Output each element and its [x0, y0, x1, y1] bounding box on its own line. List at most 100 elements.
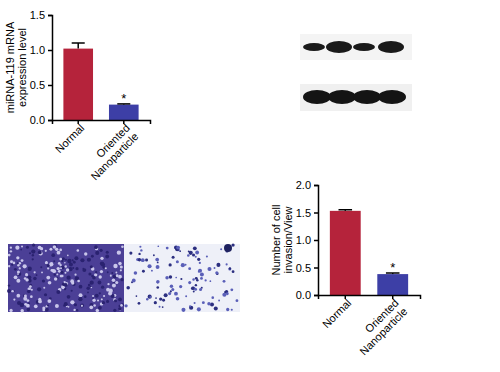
cell: [236, 299, 239, 302]
cell: [132, 279, 136, 283]
cell: [47, 299, 51, 303]
bar: [109, 105, 139, 120]
cell: [200, 272, 204, 276]
cell: [188, 250, 190, 252]
cell: [74, 256, 78, 260]
cell: [21, 246, 23, 248]
cell: [100, 257, 103, 260]
cell: [118, 275, 122, 279]
x-tick: OrientedNanoparticle: [80, 120, 141, 182]
cell: [120, 269, 122, 271]
cell: [74, 274, 76, 276]
label-line: Normal: [320, 297, 354, 331]
cell: [61, 266, 65, 270]
cell: [16, 256, 19, 259]
cell: [200, 277, 203, 280]
cell: [37, 287, 41, 291]
category-label: Normal: [53, 122, 87, 156]
cell: [33, 277, 37, 281]
cell: [88, 272, 91, 275]
cell: [111, 272, 113, 274]
blot-image: [300, 34, 412, 111]
cell: [27, 308, 31, 312]
cell: [147, 264, 151, 268]
cell: [120, 278, 123, 281]
cell: [45, 250, 47, 252]
cell: [67, 295, 71, 299]
cell: [118, 298, 122, 302]
cell: [7, 289, 11, 293]
cell: [192, 278, 194, 280]
cell: [64, 262, 66, 264]
cell: [86, 287, 90, 291]
cell: [64, 283, 68, 287]
cell: [106, 251, 109, 254]
cell: [34, 271, 36, 273]
cell: [232, 270, 235, 273]
cell: [44, 293, 47, 296]
cell: [59, 258, 62, 261]
cell: [16, 279, 20, 283]
cell: [193, 290, 195, 292]
label-line: Nanoparticle: [88, 130, 140, 182]
cell: [153, 254, 155, 256]
cell: [215, 271, 218, 274]
cell: [170, 290, 172, 292]
cell: [52, 269, 56, 273]
y-tick: 1.0: [30, 44, 52, 56]
cell: [121, 303, 124, 306]
cell: [13, 262, 16, 265]
cell: [67, 255, 69, 257]
blot-band: [326, 41, 352, 53]
cell: [16, 294, 20, 298]
x-axis: NormalOrientedNanoparticle: [53, 120, 151, 182]
cell: [107, 271, 109, 273]
cell: [165, 276, 168, 279]
cell: [99, 292, 101, 294]
cell: [10, 246, 12, 248]
cell: [79, 293, 83, 297]
cell: [59, 264, 61, 266]
cell: [21, 259, 24, 262]
cell: [105, 267, 107, 269]
error-bar: [72, 43, 85, 49]
x-tick: Normal: [320, 295, 354, 330]
cell: [113, 264, 117, 268]
label-line: expression level: [16, 28, 28, 107]
cell: [106, 300, 109, 303]
cell: [220, 248, 222, 250]
blot-band: [378, 90, 406, 104]
cell: [181, 308, 185, 312]
cell: [145, 258, 148, 261]
cell: [14, 268, 17, 271]
label-line: miRNA-119 mRNA: [4, 21, 16, 113]
cell: [176, 260, 179, 263]
cell: [46, 261, 48, 263]
cell: [66, 268, 69, 271]
cell: [48, 281, 52, 285]
tick-label: 0.0: [296, 289, 311, 301]
cell: [206, 255, 208, 257]
cell: [100, 261, 104, 265]
cell: [31, 249, 35, 253]
y-tick: 1.0: [296, 234, 318, 246]
cell: [15, 246, 19, 250]
cell: [202, 301, 205, 304]
cell: [176, 246, 180, 250]
cell: [79, 285, 83, 289]
cell: [91, 255, 94, 258]
cell: [91, 287, 93, 289]
cell: [99, 275, 102, 278]
cell: [68, 306, 70, 308]
cell: [55, 304, 59, 308]
cell: [77, 280, 80, 283]
bar-chart: 0.00.51.01.52.0NormalOrientedNanoparticl…: [270, 179, 421, 357]
cell: [180, 278, 182, 280]
cell: [230, 288, 233, 291]
cell: [140, 249, 142, 251]
axis-line: [48, 16, 53, 121]
cell: [92, 295, 94, 297]
cell: [171, 288, 174, 291]
y-tick: 0.5: [30, 79, 52, 91]
cell: [99, 249, 102, 252]
